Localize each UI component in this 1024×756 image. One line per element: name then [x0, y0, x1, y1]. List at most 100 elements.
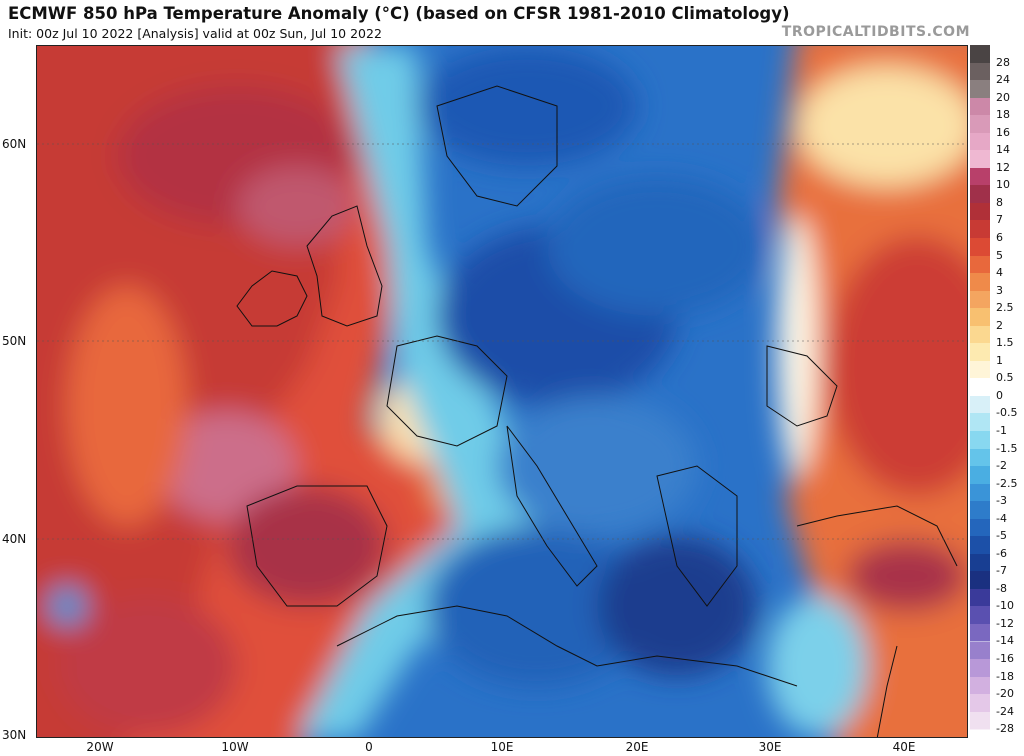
colorbar-label: -3	[996, 494, 1007, 508]
colorbar-swatch	[970, 518, 990, 538]
colorbar-label: 0.5	[996, 371, 1014, 385]
colorbar-swatch	[970, 255, 990, 275]
brand-watermark: TROPICALTIDBITS.COM	[781, 24, 970, 40]
colorbar-level: -6	[970, 536, 1024, 560]
colorbar-swatch	[970, 80, 990, 99]
colorbar-level: -2	[970, 448, 1024, 472]
colorbar-label: -4	[996, 511, 1007, 525]
colorbar-level: 4	[970, 255, 1024, 279]
colorbar-label: 2	[996, 318, 1003, 332]
colorbar-swatch	[970, 62, 990, 82]
lon-label-40e: 40E	[892, 740, 916, 754]
colorbar-level: -24	[970, 694, 1024, 718]
colorbar-legend: 28 24 20 18 16 14 12 10 8 7 6 5 4 3 2.5 2 1.5 1 0.5 0 -0.5 -1…	[970, 45, 1024, 738]
colorbar-label: 4	[996, 266, 1003, 280]
colorbar-swatch	[970, 413, 990, 432]
colorbar-swatch	[970, 659, 990, 678]
colorbar-label: 1.5	[996, 336, 1014, 350]
colorbar-swatch	[970, 501, 990, 520]
colorbar-level: 7	[970, 202, 1024, 226]
colorbar-swatch	[970, 185, 990, 204]
colorbar-level: -10	[970, 588, 1024, 612]
colorbar-swatch	[970, 237, 990, 257]
map-subtitle: Init: 00z Jul 10 2022 [Analysis] valid a…	[8, 26, 382, 41]
colorbar-swatch	[970, 430, 990, 450]
colorbar-swatch	[970, 308, 990, 327]
colorbar-label: -7	[996, 564, 1007, 578]
colorbar-label: 8	[996, 195, 1003, 209]
colorbar-swatch	[970, 448, 990, 468]
colorbar-label: -2.5	[996, 476, 1018, 490]
colorbar-level: 1.5	[970, 325, 1024, 349]
colorbar-level: -0.5	[970, 395, 1024, 419]
colorbar-swatch	[970, 676, 990, 696]
colorbar-level: 8	[970, 185, 1024, 209]
colorbar-label: -6	[996, 546, 1007, 560]
colorbar-swatch	[970, 588, 990, 608]
colorbar-label: 12	[996, 160, 1010, 174]
colorbar-label: 18	[996, 108, 1010, 122]
colorbar-level: -14	[970, 623, 1024, 647]
colorbar-level: -3	[970, 483, 1024, 507]
lat-label-30n: 30N	[2, 728, 27, 742]
colorbar-label: 10	[996, 178, 1010, 192]
colorbar-label: -20	[996, 687, 1014, 701]
colorbar-swatch	[970, 167, 990, 187]
anomaly-field	[37, 46, 967, 737]
colorbar-label: 28	[996, 55, 1010, 69]
colorbar-swatch	[970, 343, 990, 362]
colorbar-swatch	[970, 641, 990, 661]
colorbar-label: -5	[996, 529, 1007, 543]
colorbar-label: 6	[996, 230, 1003, 244]
colorbar-label: -8	[996, 581, 1007, 595]
colorbar-label: -10	[996, 599, 1014, 613]
colorbar-level: 0.5	[970, 360, 1024, 384]
colorbar-swatch	[970, 97, 990, 117]
colorbar-swatch	[970, 536, 990, 555]
lon-label-10w: 10W	[221, 740, 249, 754]
colorbar-swatch	[970, 553, 990, 573]
colorbar-label: 5	[996, 248, 1003, 262]
colorbar-swatch	[970, 132, 990, 152]
colorbar-swatch	[970, 290, 990, 310]
colorbar-level: 28	[970, 45, 1024, 69]
lon-label-30e: 30E	[758, 740, 782, 754]
lat-label-50n: 50N	[2, 334, 27, 348]
colorbar-label: 7	[996, 213, 1003, 227]
colorbar-swatch	[970, 395, 990, 415]
colorbar-level: 6	[970, 220, 1024, 244]
colorbar-level: -16	[970, 641, 1024, 665]
lon-label-10e: 10E	[490, 740, 514, 754]
colorbar-level: 24	[970, 62, 1024, 86]
colorbar-label: 0	[996, 388, 1003, 402]
colorbar-level: -1.5	[970, 430, 1024, 455]
colorbar-swatch	[970, 150, 990, 169]
colorbar-level: -12	[970, 606, 1024, 630]
lat-label-60n: 60N	[2, 137, 27, 151]
colorbar-swatch	[970, 483, 990, 503]
colorbar-label: -28	[996, 722, 1014, 736]
colorbar-level: 18	[970, 97, 1024, 121]
colorbar-label: -1.5	[996, 441, 1018, 455]
colorbar-level: 14	[970, 132, 1024, 156]
colorbar-label: -18	[996, 669, 1014, 683]
colorbar-level: 3	[970, 273, 1024, 297]
colorbar-swatch	[970, 45, 990, 64]
lat-label-40n: 40N	[2, 532, 27, 546]
colorbar-level: -4	[970, 501, 1024, 525]
colorbar-swatch	[970, 711, 990, 731]
colorbar-label: -0.5	[996, 406, 1018, 420]
lon-label-20w: 20W	[86, 740, 114, 754]
colorbar-level: 10	[970, 167, 1024, 191]
colorbar-swatch	[970, 571, 990, 590]
colorbar-label: -1	[996, 423, 1007, 437]
colorbar-label: 1	[996, 353, 1003, 367]
colorbar-swatch	[970, 202, 990, 222]
temperature-anomaly-map	[36, 45, 968, 738]
coastlines	[236, 85, 958, 737]
colorbar-swatch	[970, 694, 990, 713]
colorbar-label: -14	[996, 634, 1014, 648]
lon-label-0: 0	[365, 740, 373, 754]
colorbar-label: -24	[996, 704, 1014, 718]
colorbar-level: -2.5	[970, 466, 1024, 490]
